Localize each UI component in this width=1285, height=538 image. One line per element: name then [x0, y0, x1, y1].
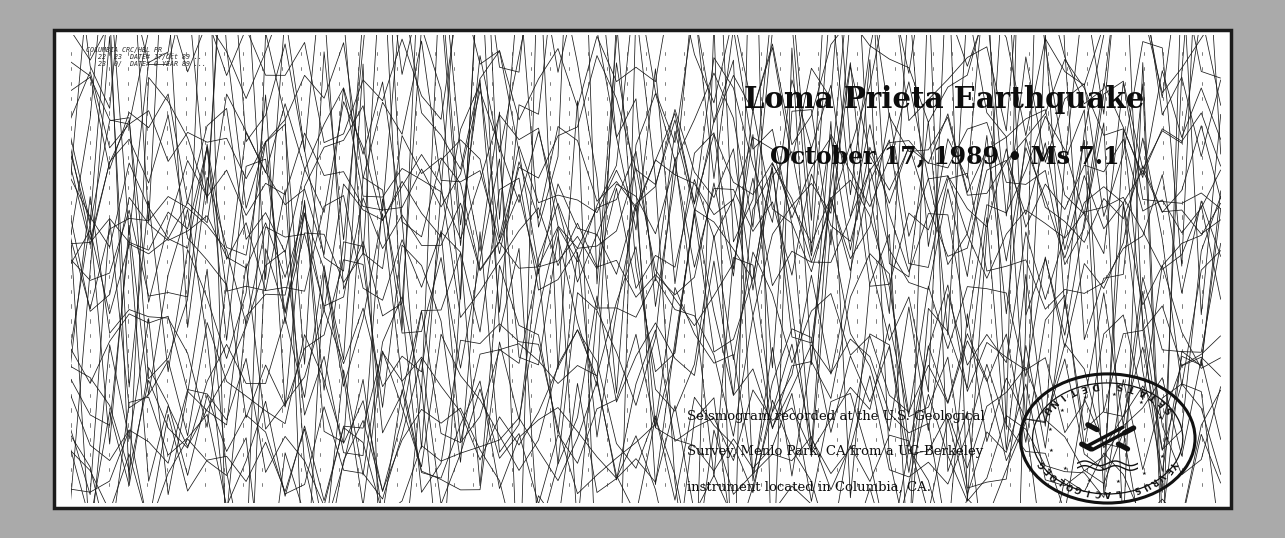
- Text: Loma Prieta Earthquake: Loma Prieta Earthquake: [744, 85, 1145, 114]
- Text: COLUMBIA CRC/HBL PR___
   22  23  DATE# 17/Oct 89 ..
   23  0/  DATE# 0 YEAR 89 : COLUMBIA CRC/HBL PR___ 22 23 DATE# 17/Oc…: [86, 47, 206, 67]
- Text: Survey, Menlo Park, CA from a UC-Berkeley: Survey, Menlo Park, CA from a UC-Berkele…: [687, 445, 984, 458]
- Text: U: U: [1140, 479, 1150, 491]
- Text: T: T: [1149, 391, 1159, 401]
- Text: I: I: [1086, 486, 1091, 495]
- Text: ★: ★: [1139, 400, 1144, 405]
- Text: Y: Y: [1167, 459, 1178, 469]
- Text: U: U: [1040, 404, 1051, 415]
- Text: G: G: [1074, 483, 1083, 494]
- Text: ★: ★: [1087, 478, 1092, 483]
- Text: ★: ★: [1060, 408, 1064, 413]
- Text: D: D: [1091, 380, 1100, 390]
- Text: G: G: [1037, 459, 1049, 469]
- Text: ★: ★: [1142, 471, 1146, 476]
- Text: T: T: [1127, 382, 1136, 393]
- Text: C: C: [1094, 487, 1101, 497]
- Text: ★: ★: [1158, 415, 1163, 420]
- Text: N: N: [1047, 397, 1059, 408]
- Text: ★: ★: [1115, 479, 1121, 484]
- Text: T: T: [1067, 386, 1077, 397]
- Text: O: O: [1064, 479, 1076, 491]
- Text: A: A: [1104, 488, 1112, 497]
- Text: S: S: [1164, 405, 1176, 415]
- Text: E: E: [1162, 465, 1172, 475]
- Text: ★: ★: [1159, 454, 1164, 459]
- Text: ★: ★: [1112, 392, 1117, 397]
- Text: S: S: [1117, 380, 1124, 390]
- Text: instrument located in Columbia, CA.: instrument located in Columbia, CA.: [687, 480, 932, 493]
- Text: L: L: [1114, 487, 1121, 497]
- Text: V: V: [1155, 470, 1167, 482]
- Text: Seismogram recorded at the U.S. Geological: Seismogram recorded at the U.S. Geologic…: [687, 410, 986, 423]
- Text: E: E: [1156, 397, 1168, 408]
- Text: E: E: [1079, 382, 1087, 393]
- Text: ★: ★: [1047, 427, 1052, 432]
- Text: R: R: [1149, 475, 1159, 486]
- Text: ★: ★: [1164, 436, 1169, 441]
- Text: O: O: [1049, 470, 1060, 482]
- Text: I: I: [1058, 392, 1067, 401]
- Text: S: S: [1132, 483, 1141, 494]
- Text: A: A: [1139, 385, 1149, 397]
- Text: ★: ★: [1083, 395, 1088, 400]
- Text: E: E: [1043, 465, 1054, 475]
- Text: ★: ★: [1049, 448, 1052, 453]
- Text: October 17, 1989 • Ms 7.1: October 17, 1989 • Ms 7.1: [770, 144, 1119, 168]
- Text: L: L: [1056, 476, 1067, 486]
- Text: ★: ★: [1063, 466, 1068, 471]
